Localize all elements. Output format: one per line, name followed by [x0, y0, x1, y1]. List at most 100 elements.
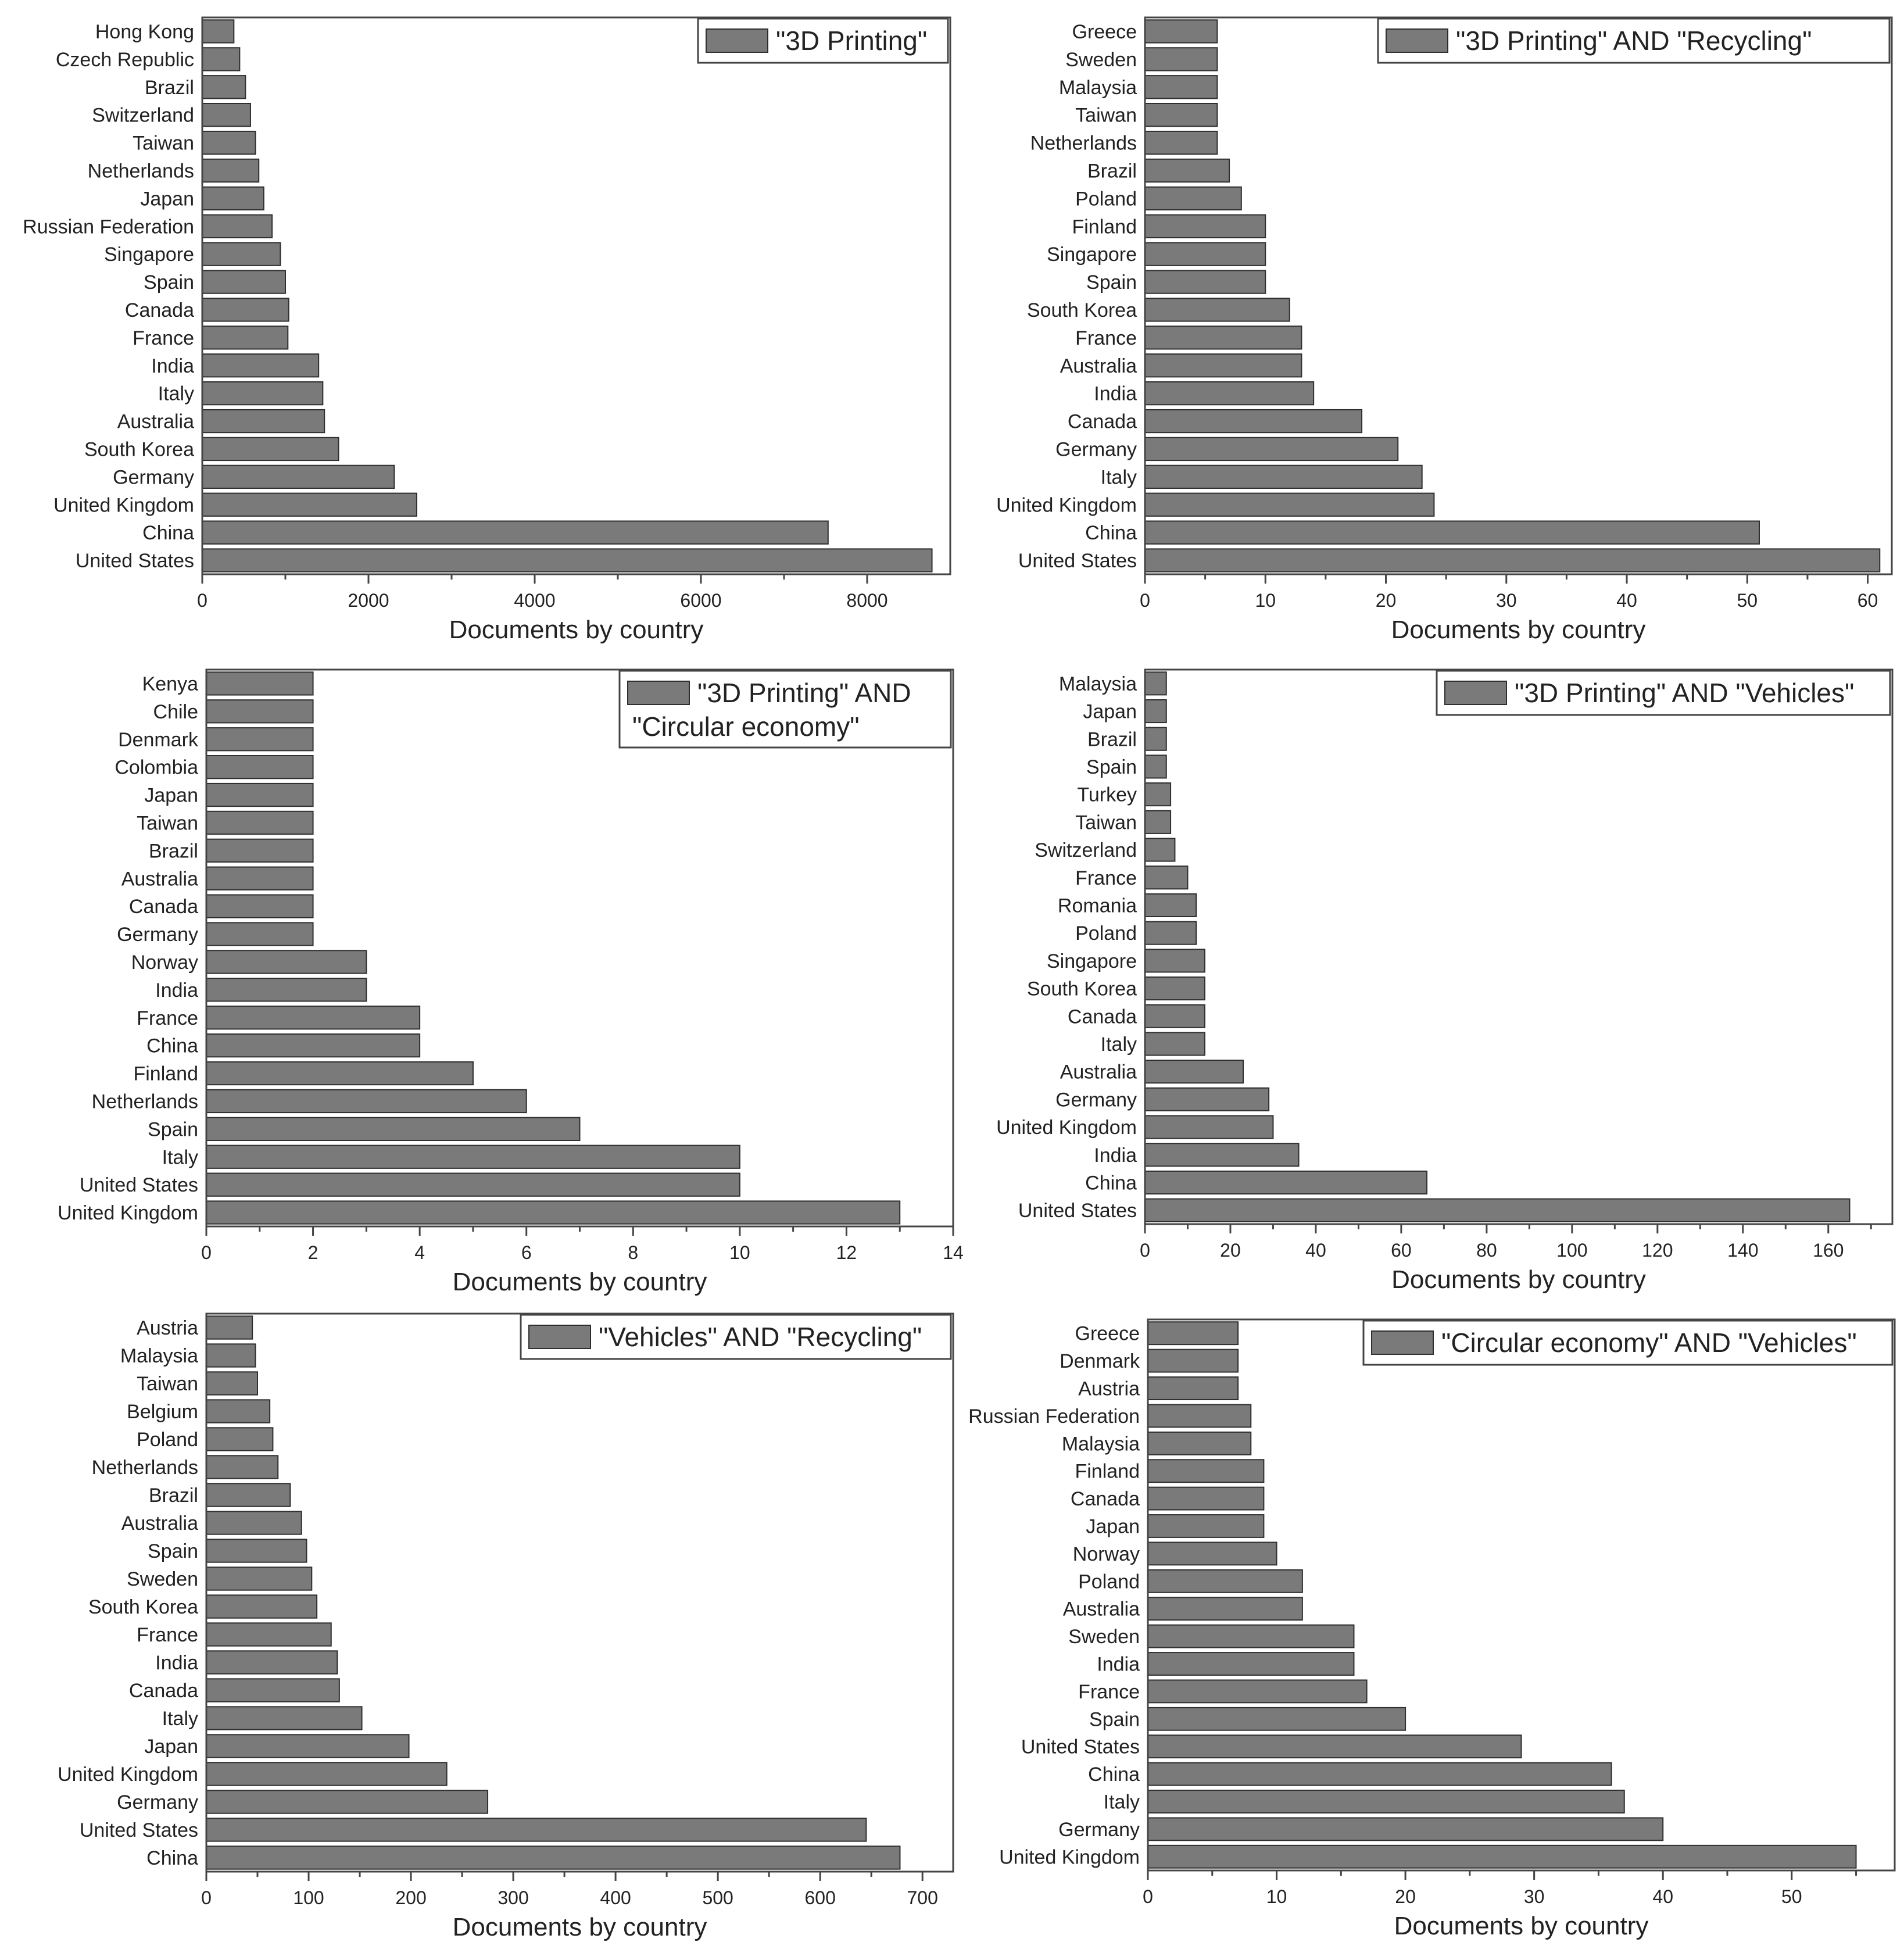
category-label: Poland [137, 1429, 198, 1451]
bar-greece [1144, 19, 1218, 44]
bar-germany [1144, 1087, 1270, 1111]
bar-india [1144, 381, 1315, 406]
bar-italy [202, 381, 324, 406]
category-label: Chile [153, 701, 198, 723]
bar-norway [1147, 1541, 1277, 1566]
category-label: Italy [1104, 1791, 1140, 1814]
bar-germany [206, 1790, 489, 1814]
bar-india [1144, 1143, 1300, 1167]
bar-france [1147, 1679, 1368, 1704]
legend-box [520, 1314, 952, 1360]
bar-finland [206, 1061, 474, 1086]
x-tick-label: 50 [1781, 1886, 1802, 1907]
x-tick-label: 2000 [348, 590, 389, 611]
bar-italy [1144, 464, 1423, 489]
bar-south-korea [1144, 976, 1205, 1001]
bar-switzerland [1144, 838, 1176, 862]
bar-germany [202, 464, 395, 489]
x-tick-label: 60 [1391, 1240, 1412, 1261]
category-label: Canada [129, 1680, 198, 1702]
x-tick-label: 160 [1813, 1240, 1844, 1261]
bar-italy [1147, 1790, 1625, 1814]
bar-france [1144, 865, 1189, 890]
x-tick-label: 300 [498, 1887, 528, 1908]
x-tick-label: 8000 [846, 590, 887, 611]
category-label: China [142, 522, 194, 544]
bar-taiwan [202, 130, 256, 155]
bar-japan [1144, 699, 1167, 724]
bar-australia [1147, 1597, 1303, 1621]
bar-spain [1147, 1707, 1406, 1731]
x-tick-label: 0 [201, 1887, 212, 1908]
category-label: Brazil [149, 1485, 198, 1507]
category-label: Finland [133, 1063, 198, 1085]
category-label: China [1088, 1764, 1140, 1786]
category-label: Finland [1072, 216, 1137, 238]
category-label: Italy [1101, 466, 1137, 488]
category-label: Japan [1086, 1516, 1140, 1538]
category-label: Singapore [1047, 244, 1137, 266]
category-label: Italy [162, 1146, 198, 1168]
x-axis-title: Documents by country [453, 1913, 707, 1941]
bar-spain [1144, 270, 1266, 294]
bar-australia [206, 866, 314, 890]
bar-netherlands [1144, 130, 1218, 155]
bar-brazil [1144, 158, 1230, 183]
category-label: Australia [1060, 355, 1137, 377]
x-axis-title: Documents by country [1394, 1912, 1649, 1940]
bar-greece [1147, 1321, 1239, 1346]
category-label: Brazil [149, 840, 198, 862]
bar-spain [1144, 754, 1167, 779]
bar-south-korea [1144, 298, 1290, 322]
category-label: United Kingdom [58, 1202, 198, 1224]
category-label: Norway [1073, 1543, 1140, 1565]
category-label: Netherlands [1030, 133, 1137, 155]
category-label: Switzerland [92, 105, 194, 127]
bar-china [1144, 1170, 1428, 1195]
category-label: Hong Kong [95, 21, 194, 43]
bar-germany [1144, 437, 1399, 462]
plot-frame [205, 1312, 954, 1873]
legend-swatch [528, 1325, 591, 1349]
bar-india [202, 353, 320, 378]
category-label: United States [1021, 1736, 1140, 1758]
category-label: South Korea [84, 438, 194, 460]
bar-denmark [206, 727, 314, 752]
x-tick-label: 100 [1556, 1240, 1587, 1261]
chart-svg: Greece Sweden Malaysia Taiwan Netherlands Bra… [996, 16, 1893, 644]
x-tick-label: 0 [201, 1242, 212, 1263]
bar-united-states [1144, 548, 1881, 573]
bar-singapore [1144, 242, 1266, 266]
bar-australia [202, 409, 325, 434]
bar-south-korea [202, 437, 339, 462]
category-label: China [1085, 1172, 1137, 1194]
x-tick-label: 10 [1255, 590, 1276, 611]
bar-canada [1144, 1004, 1205, 1028]
bar-canada [206, 1678, 340, 1702]
bar-united-states [206, 1172, 740, 1197]
bar-singapore [202, 242, 281, 266]
chart-circular-economy-vehicles: Greece Denmark Austria Russian Federation Ma… [953, 1302, 1904, 1953]
bar-united-kingdom [206, 1762, 448, 1786]
legend-swatch [1444, 681, 1507, 705]
bar-taiwan [1144, 810, 1172, 834]
category-label: South Korea [1027, 299, 1137, 321]
bar-spain [206, 1539, 307, 1563]
x-tick-label: 40 [1616, 590, 1637, 611]
chart-3d-printing-vehicles: Malaysia Japan Brazil Spain Turkey Taiwan Swit… [953, 651, 1904, 1302]
category-label: Norway [131, 952, 198, 974]
x-tick-label: 10 [1266, 1886, 1287, 1907]
category-label: Malaysia [1059, 673, 1137, 695]
legend-label: "3D Printing" [776, 26, 927, 56]
category-label: France [137, 1007, 198, 1029]
category-label: Malaysia [1062, 1433, 1140, 1455]
legend-swatch [1371, 1330, 1434, 1355]
x-tick-label: 2 [308, 1242, 318, 1263]
x-tick-label: 12 [836, 1242, 857, 1263]
bar-south-korea [206, 1594, 318, 1619]
category-label: United Kingdom [58, 1764, 198, 1786]
bar-romania [1144, 893, 1197, 918]
bar-sweden [206, 1566, 313, 1591]
category-label: France [133, 327, 194, 349]
